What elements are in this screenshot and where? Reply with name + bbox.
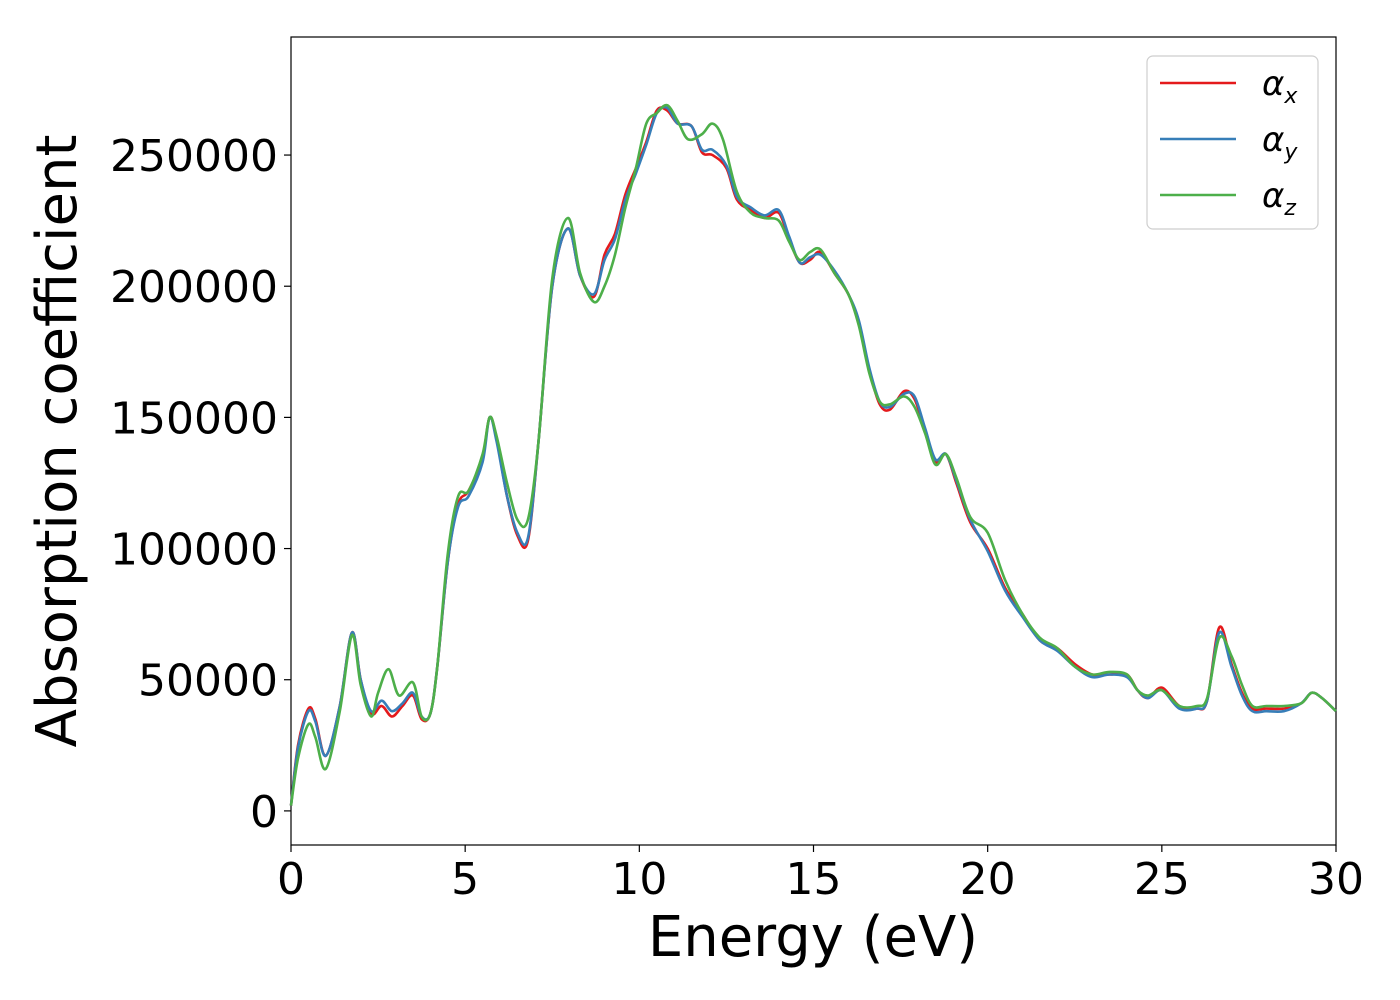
y-tick-label: 200000 (110, 262, 278, 313)
y-tick-label: 250000 (110, 131, 278, 182)
x-axis-title: Energy (eV) (648, 905, 978, 970)
legend-frame (1146, 55, 1319, 230)
x-tick-label: 5 (451, 854, 479, 905)
legend-label-y: αy (1262, 120, 1298, 165)
legend-label-x: αx (1262, 64, 1298, 109)
x-tick-label: 30 (1308, 854, 1364, 905)
x-tick-label: 25 (1134, 854, 1190, 905)
y-axis-title: Absorption coefficient (25, 135, 90, 748)
x-tick-label: 20 (960, 854, 1016, 905)
legend: αx αy αz (1146, 55, 1319, 230)
legend-items: αx αy αz (1160, 64, 1298, 221)
x-tick-label: 0 (277, 854, 305, 905)
series-line-z (289, 103, 1337, 806)
legend-label-z: αz (1262, 176, 1296, 221)
y-tick-label: 0 (250, 787, 278, 838)
y-axis-ticks: 0 50000 100000 150000 200000 250000 (110, 131, 291, 838)
y-tick-label: 150000 (110, 393, 278, 444)
y-tick-label: 50000 (138, 656, 278, 707)
x-axis-ticks: 0 5 10 15 20 25 30 (277, 845, 1364, 905)
series-layer (289, 103, 1337, 806)
x-tick-label: 10 (611, 854, 667, 905)
y-tick-label: 100000 (110, 525, 278, 576)
x-tick-label: 15 (786, 854, 842, 905)
